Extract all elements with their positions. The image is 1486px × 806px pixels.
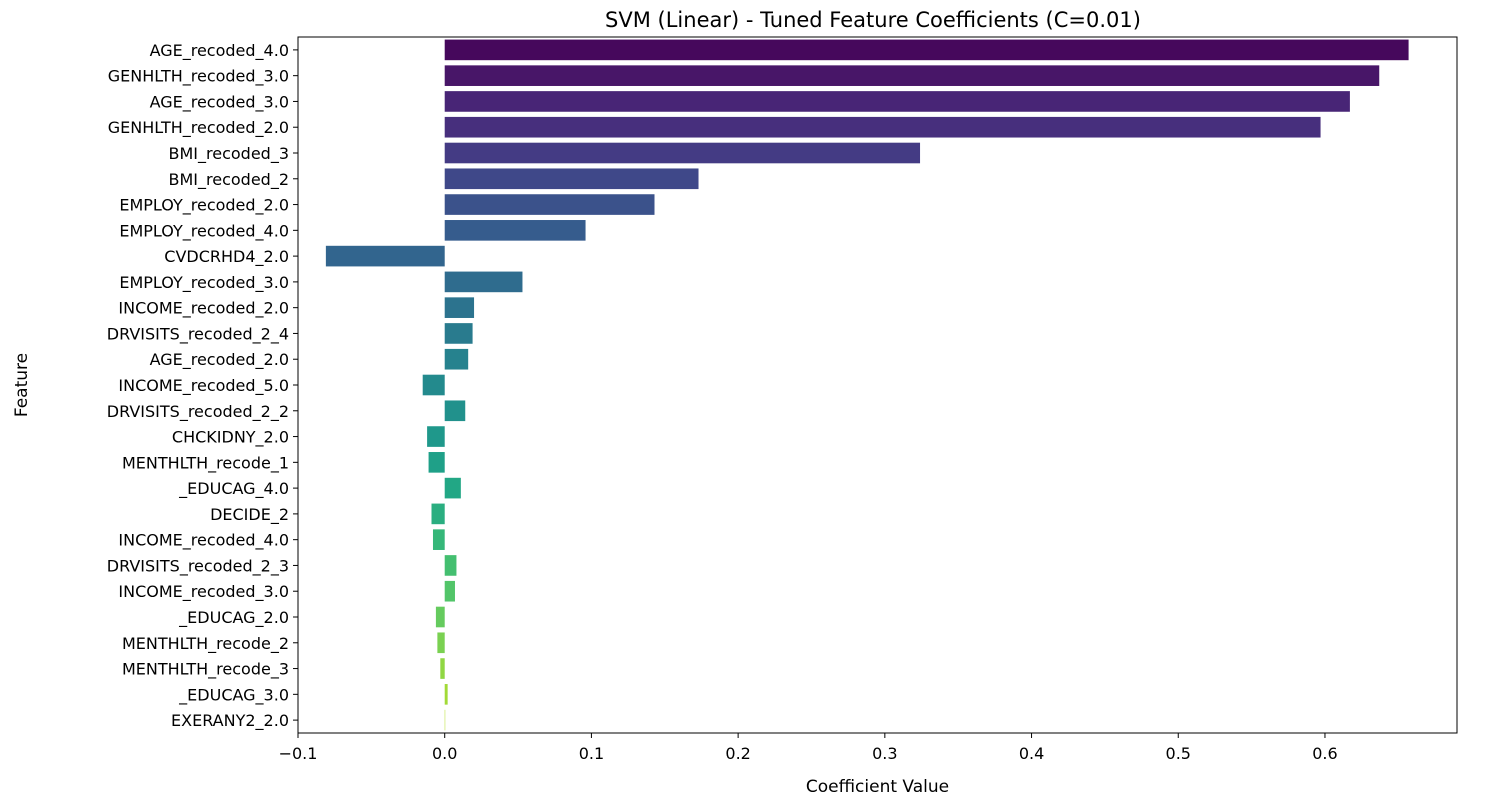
bar-GENHLTH_recoded_2.0: [444, 116, 1321, 138]
bar-INCOME_recoded_3.0: [444, 580, 455, 602]
bar-CVDCRHD4_2.0: [325, 245, 445, 267]
y-tick-label: MENTHLTH_recode_2: [122, 634, 289, 654]
bar-MENTHLTH_recode_3: [440, 658, 445, 679]
y-tick-label: DECIDE_2: [210, 505, 289, 525]
y-tick-label: AGE_recoded_3.0: [150, 92, 289, 112]
y-tick-label: EMPLOY_recoded_2.0: [119, 196, 289, 216]
bar-AGE_recoded_2.0: [444, 348, 469, 370]
bar-EXERANY2_2.0: [444, 709, 446, 731]
x-tick-label: −0.1: [279, 744, 318, 763]
y-tick-label: MENTHLTH_recode_1: [122, 453, 289, 473]
y-tick-label: DRVISITS_recoded_2_4: [107, 324, 289, 344]
bar-_EDUCAG_4.0: [444, 477, 461, 499]
y-tick-label: _EDUCAG_2.0: [178, 608, 289, 628]
x-axis-label: Coefficient Value: [806, 777, 949, 797]
bar-DRVISITS_recoded_2_3: [444, 555, 457, 576]
y-tick-label: EMPLOY_recoded_3.0: [119, 273, 289, 293]
y-tick-label: _EDUCAG_3.0: [178, 685, 289, 705]
y-tick-label: CVDCRHD4_2.0: [164, 247, 289, 267]
plot-area-frame: [297, 36, 1458, 734]
bar-BMI_recoded_3: [444, 142, 921, 164]
x-axis-ticks: −0.1 0.0 0.1 0.2 0.3 0.4 0.5 0.6: [279, 733, 1338, 763]
y-tick-label: BMI_recoded_2: [169, 170, 290, 190]
y-tick-label: EXERANY2_2.0: [171, 711, 289, 731]
bar-GENHLTH_recoded_3.0: [444, 65, 1380, 86]
y-tick-label: AGE_recoded_2.0: [150, 350, 289, 370]
y-tick-label: EMPLOY_recoded_4.0: [119, 221, 289, 241]
bar-DRVISITS_recoded_2_4: [444, 323, 473, 344]
y-tick-label: INCOME_recoded_5.0: [118, 376, 289, 396]
bar-EMPLOY_recoded_2.0: [444, 194, 655, 215]
bar-_EDUCAG_3.0: [444, 684, 448, 705]
x-tick-label: 0.5: [1166, 744, 1191, 763]
bar-AGE_recoded_3.0: [444, 91, 1350, 112]
y-tick-label: INCOME_recoded_2.0: [118, 299, 289, 319]
y-tick-label: CHCKIDNY_2.0: [172, 428, 289, 448]
y-tick-label: _EDUCAG_4.0: [178, 479, 289, 499]
y-tick-label: INCOME_recoded_3.0: [118, 582, 289, 602]
bar-CHCKIDNY_2.0: [427, 426, 445, 447]
y-tick-label: GENHLTH_recoded_2.0: [108, 118, 289, 138]
bar-INCOME_recoded_5.0: [422, 374, 445, 396]
bar-EMPLOY_recoded_4.0: [444, 220, 586, 241]
y-tick-label: AGE_recoded_4.0: [150, 41, 289, 61]
y-tick-label: INCOME_recoded_4.0: [118, 531, 289, 551]
bar-MENTHLTH_recode_2: [437, 632, 445, 654]
chart-title: SVM (Linear) - Tuned Feature Coefficient…: [605, 8, 1141, 32]
bar-DRVISITS_recoded_2_2: [444, 400, 466, 422]
y-axis-ticks: AGE_recoded_4.0 GENHLTH_recoded_3.0 AGE_re…: [107, 41, 298, 731]
bar-MENTHLTH_recode_1: [428, 452, 445, 473]
y-tick-label: DRVISITS_recoded_2_2: [107, 402, 289, 422]
bar-AGE_recoded_4.0: [444, 39, 1409, 61]
x-tick-label: 0.1: [579, 744, 604, 763]
bar-EMPLOY_recoded_3.0: [444, 271, 523, 293]
bar-BMI_recoded_2: [444, 168, 699, 190]
x-tick-label: 0.2: [725, 744, 750, 763]
x-tick-label: 0.6: [1312, 744, 1337, 763]
bar-INCOME_recoded_2.0: [444, 297, 475, 318]
y-tick-label: BMI_recoded_3: [169, 144, 290, 164]
y-tick-label: MENTHLTH_recode_3: [122, 660, 289, 680]
y-axis-label: Feature: [12, 353, 32, 417]
x-tick-label: 0.0: [432, 744, 457, 763]
y-tick-label: DRVISITS_recoded_2_3: [107, 556, 289, 576]
bar-_EDUCAG_2.0: [435, 606, 445, 628]
y-tick-label: GENHLTH_recoded_3.0: [108, 67, 289, 87]
bar-INCOME_recoded_4.0: [432, 529, 445, 550]
x-tick-label: 0.3: [872, 744, 897, 763]
x-tick-label: 0.4: [1019, 744, 1044, 763]
bars-group: [325, 39, 1409, 731]
bar-DECIDE_2: [431, 503, 445, 525]
